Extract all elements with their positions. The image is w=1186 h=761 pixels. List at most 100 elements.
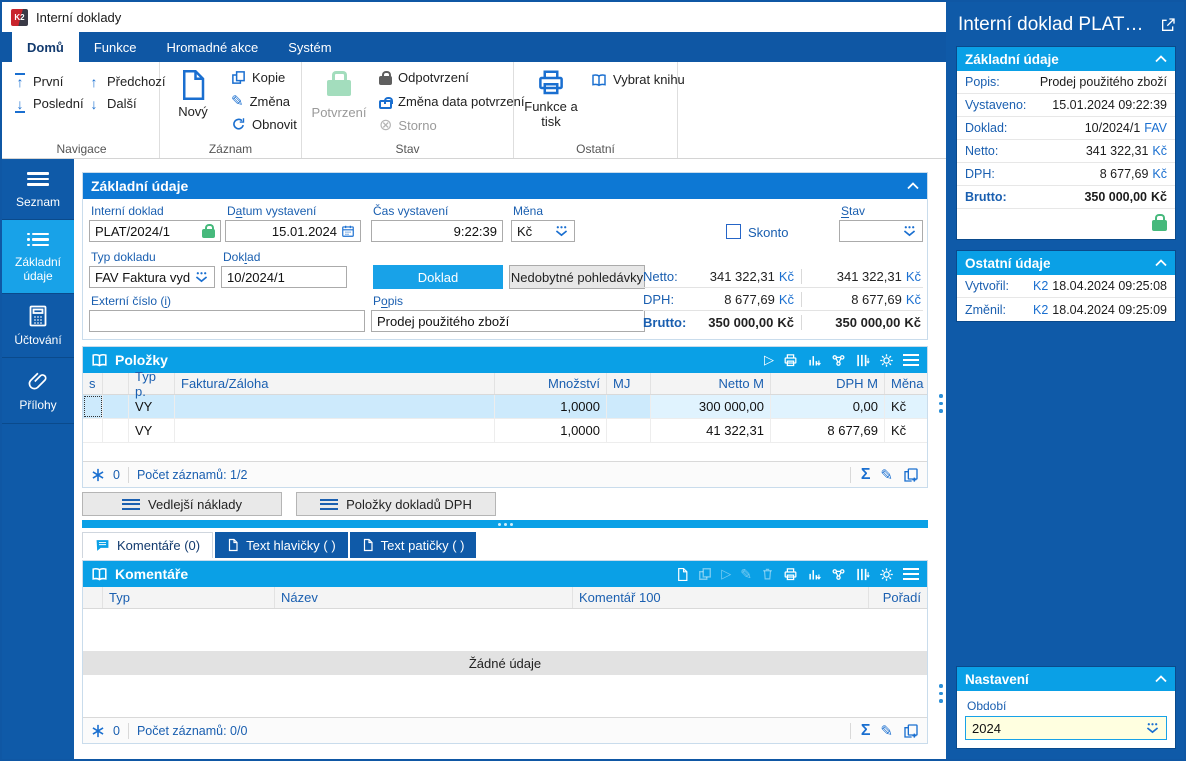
externi-cislo-input[interactable] [89, 310, 365, 332]
col-typ-p[interactable]: Typ p. [129, 369, 175, 399]
confirm-button[interactable]: Potvrzení [310, 68, 368, 120]
col-mena[interactable]: Měna [891, 376, 924, 391]
col-komentar[interactable]: Komentář 100 [573, 587, 869, 608]
col-mj[interactable]: MJ [607, 373, 651, 394]
polozky-grid-header: s Typ p. Faktura/Záloha Množství MJ Nett… [83, 369, 927, 399]
settings-gear-icon[interactable] [879, 567, 894, 582]
calendar-icon[interactable] [341, 224, 355, 238]
polozky-dokladu-dph-button[interactable]: Položky dokladů DPH [296, 492, 496, 516]
change-confirm-date-button[interactable]: Změna data potvrzení [374, 92, 529, 111]
filter-snowflake-icon[interactable] [91, 468, 105, 482]
sum-icon[interactable]: Σ [860, 465, 871, 483]
obdobi-select[interactable]: 2024 [965, 716, 1167, 740]
tab-komentare[interactable]: Komentáře (0) [82, 532, 214, 558]
columns-icon[interactable] [855, 353, 870, 368]
skonto-checkbox[interactable] [726, 224, 741, 239]
settings-gear-icon[interactable] [879, 353, 894, 368]
col-nazev[interactable]: Název [275, 587, 573, 608]
cas-vystaveni-input[interactable]: 9:22:39 [371, 220, 503, 242]
tab-domu[interactable]: Domů [12, 32, 79, 62]
col-typ[interactable]: Typ [103, 587, 275, 608]
col-marker[interactable] [103, 373, 129, 394]
copy-add-icon[interactable] [903, 467, 919, 483]
doklad-button[interactable]: Doklad [373, 265, 503, 289]
komentare-title: Komentáře [115, 566, 189, 582]
col-mnozstvi[interactable]: Množství [495, 373, 607, 394]
arrow-up-bar-icon: ↑ [13, 72, 27, 89]
chart-icon[interactable] [807, 353, 822, 368]
tab-text-paticky[interactable]: Text patičky ( ) [349, 532, 477, 558]
open-external-icon[interactable] [1160, 17, 1176, 33]
copy-icon[interactable] [698, 567, 712, 581]
mena-select[interactable]: Kč [511, 220, 575, 242]
unconfirm-button[interactable]: Odpotvrzení [374, 68, 529, 87]
next-button[interactable]: ↓ Další [82, 94, 171, 113]
sidebar-item-uctovani[interactable]: Účtování [2, 294, 74, 358]
print-icon[interactable] [783, 567, 798, 582]
collapse-panel-icon[interactable] [1155, 55, 1167, 63]
last-button[interactable]: ↓ Poslední [8, 94, 89, 113]
col-netto-m[interactable]: Netto M [651, 373, 771, 394]
stav-select[interactable] [839, 220, 923, 242]
functions-print-button[interactable]: Funkce a tisk [522, 68, 580, 129]
new-document-icon[interactable] [676, 567, 689, 582]
columns-icon[interactable] [855, 567, 870, 582]
doklad-input[interactable]: 10/2024/1 [221, 266, 347, 288]
tab-funkce[interactable]: Funkce [93, 39, 137, 55]
refresh-button[interactable]: Obnovit [226, 115, 302, 134]
nedobytne-pohledavky-button[interactable]: Nedobytné pohledávky [509, 265, 645, 289]
collapse-panel-icon[interactable] [1155, 259, 1167, 267]
col-marker[interactable] [83, 587, 103, 608]
storno-button[interactable]: ⊗ Storno [379, 117, 437, 134]
relations-icon[interactable] [831, 353, 846, 368]
first-button[interactable]: ↑ První [8, 72, 89, 91]
menu-icon[interactable] [903, 351, 919, 369]
chart-icon[interactable] [807, 567, 822, 582]
col-poradi[interactable]: Pořadí [882, 590, 921, 605]
sidebar-item-seznam[interactable]: Seznam [2, 159, 74, 220]
menu-icon[interactable] [903, 565, 919, 583]
comment-icon [95, 539, 110, 552]
delete-icon[interactable] [761, 567, 774, 581]
collapse-panel-icon[interactable] [1155, 675, 1167, 683]
info-row-zmenil: Změnil: K2 18.04.2024 09:25:09 [965, 302, 1167, 317]
col-s[interactable]: s [83, 373, 103, 394]
storno-icon: ⊗ [379, 117, 393, 134]
copy-add-icon[interactable] [903, 723, 919, 739]
copy-button[interactable]: Kopie [226, 68, 302, 87]
right-zakladni-header: Základní údaje [957, 47, 1175, 71]
typ-dokladu-select[interactable]: FAV Faktura vyda... [89, 266, 215, 288]
run-icon[interactable]: ▷ [721, 566, 732, 581]
copy-icon [231, 70, 246, 85]
edit-icon[interactable]: ✎ [880, 722, 893, 740]
new-button[interactable]: Nový [170, 68, 216, 119]
vertical-splitter[interactable] [936, 159, 946, 759]
select-book-button[interactable]: Vybrat knihu [586, 70, 690, 89]
tab-text-hlavicky[interactable]: Text hlavičky ( ) [215, 532, 348, 558]
col-faktura-zaloha[interactable]: Faktura/Záloha [175, 373, 495, 394]
sidebar-item-prilohy[interactable]: Přílohy [2, 358, 74, 424]
collapse-panel-icon[interactable] [907, 182, 919, 190]
col-dph-m[interactable]: DPH M [771, 373, 885, 394]
relations-icon[interactable] [831, 567, 846, 582]
previous-button[interactable]: ↑ Předchozí [82, 72, 171, 91]
sum-icon[interactable]: Σ [860, 721, 871, 739]
change-button[interactable]: ✎ Změna [231, 93, 291, 110]
interni-doklad-input[interactable]: PLAT/2024/1 [89, 220, 221, 242]
sidebar-item-zakladni-udaje[interactable]: Základní údaje [2, 220, 74, 294]
edit-icon[interactable]: ✎ [740, 565, 752, 582]
popis-input[interactable]: Prodej použitého zboží [371, 310, 645, 332]
polozky-row-1[interactable]: VY 1,0000 300 000,00 0,00 Kč [83, 395, 927, 419]
run-icon[interactable]: ▷ [764, 352, 774, 367]
datum-vystaveni-input[interactable]: 15.01.2024 [225, 220, 361, 242]
edit-icon[interactable]: ✎ [880, 466, 893, 484]
print-icon[interactable] [783, 353, 798, 368]
filter-snowflake-icon[interactable] [91, 724, 105, 738]
vedlejsi-naklady-button[interactable]: Vedlejší náklady [82, 492, 282, 516]
tab-system[interactable]: Systém [288, 39, 332, 55]
horizontal-splitter[interactable] [82, 520, 928, 528]
dropdown-icon [194, 271, 209, 283]
tab-hromadne-akce[interactable]: Hromadné akce [166, 39, 259, 55]
polozky-row-2[interactable]: VY 1,0000 41 322,31 8 677,69 Kč [83, 419, 927, 443]
